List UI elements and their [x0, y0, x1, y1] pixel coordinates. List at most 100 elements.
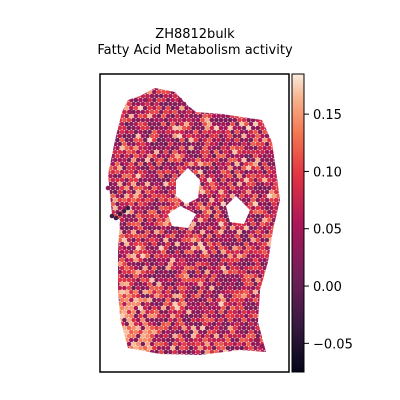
- stray-spot: [127, 109, 133, 115]
- tissue-spot: [156, 265, 162, 271]
- tissue-spot: [214, 149, 219, 155]
- tissue-spot: [230, 161, 235, 167]
- tissue-spot: [207, 129, 212, 135]
- tissue-spot: [110, 121, 116, 127]
- tissue-spot: [278, 221, 280, 227]
- tissue-spot: [156, 137, 162, 143]
- tissue-spot: [133, 281, 139, 287]
- tissue-spot: [170, 177, 175, 183]
- tissue-spot: [193, 297, 198, 303]
- tissue-spot: [140, 317, 146, 323]
- tissue-spot: [241, 109, 247, 115]
- tissue-spot: [223, 333, 228, 339]
- tissue-spot: [165, 353, 171, 355]
- tissue-spot: [149, 109, 155, 115]
- tissue-spot: [267, 113, 272, 119]
- tissue-spot: [133, 177, 139, 183]
- tissue-spot: [179, 337, 185, 343]
- tissue-spot: [250, 237, 256, 243]
- tissue-spot: [129, 105, 134, 111]
- tissue-spot: [225, 177, 231, 183]
- tissue-spot: [204, 173, 210, 179]
- tissue-spot: [223, 109, 228, 115]
- tissue-spot: [255, 325, 261, 331]
- tissue-spot: [207, 281, 212, 287]
- tissue-spot: [142, 121, 148, 127]
- tissue-spot: [260, 237, 265, 243]
- tissue-spot: [163, 325, 169, 331]
- tissue-spot: [133, 113, 139, 119]
- tissue-spot: [170, 225, 175, 231]
- tissue-spot: [156, 97, 162, 103]
- tissue-spot: [108, 93, 109, 99]
- tissue-spot: [264, 285, 270, 291]
- tissue-spot: [211, 353, 217, 355]
- tissue-spot: [156, 305, 162, 311]
- tissue-spot: [257, 281, 263, 287]
- tissue-spot: [209, 317, 215, 323]
- tissue-spot: [223, 285, 228, 291]
- tissue-spot: [133, 137, 139, 143]
- tissue-spot: [218, 293, 224, 299]
- tissue-spot: [198, 241, 203, 247]
- tissue-spot: [232, 157, 238, 163]
- tissue-spot: [244, 161, 249, 167]
- tissue-spot: [124, 249, 129, 255]
- tissue-spot: [269, 245, 274, 251]
- tissue-spot: [154, 293, 159, 299]
- tissue-spot: [255, 341, 261, 347]
- tissue-spot: [186, 301, 192, 307]
- tissue-spot: [119, 121, 125, 127]
- tissue-spot: [207, 217, 212, 223]
- tissue-spot: [221, 225, 226, 231]
- tissue-spot: [260, 181, 265, 187]
- tissue-spot: [147, 113, 152, 119]
- tissue-spot: [112, 117, 118, 123]
- tissue-spot: [223, 261, 228, 267]
- tissue-spot: [232, 101, 238, 107]
- tissue-spot: [264, 301, 270, 307]
- tissue-spot: [163, 221, 169, 227]
- tissue-spot: [273, 93, 279, 99]
- tissue-spot: [200, 133, 205, 139]
- tissue-spot: [147, 153, 152, 159]
- tissue-spot: [131, 333, 136, 339]
- tissue-spot: [221, 233, 226, 239]
- tissue-spot: [186, 341, 192, 347]
- tissue-spot: [216, 337, 221, 343]
- tissue-spot: [269, 181, 274, 187]
- tissue-spot: [200, 93, 205, 99]
- tissue-spot: [269, 253, 274, 259]
- tissue-spot: [147, 145, 152, 151]
- tissue-spot: [271, 169, 277, 175]
- tissue-spot: [135, 325, 141, 331]
- tissue-spot: [232, 309, 238, 315]
- tissue-spot: [239, 321, 244, 327]
- tissue-spot: [269, 277, 274, 283]
- tissue-spot: [156, 329, 162, 335]
- tissue-spot: [115, 345, 120, 351]
- tissue-spot: [193, 337, 198, 343]
- tissue-spot: [115, 321, 120, 327]
- tissue-spot: [175, 89, 180, 95]
- tissue-spot: [108, 345, 111, 351]
- tissue-spot: [117, 221, 123, 227]
- tissue-spot: [216, 129, 221, 135]
- tissue-spot: [223, 349, 228, 355]
- tissue-spot: [186, 93, 192, 99]
- tissue-spot: [232, 93, 238, 99]
- tissue-spot: [131, 221, 136, 227]
- tissue-spot: [241, 229, 247, 235]
- tissue-spot: [262, 257, 268, 263]
- tissue-spot: [214, 213, 219, 219]
- tissue-spot: [110, 297, 116, 303]
- tissue-spot: [184, 105, 189, 111]
- tissue-spot: [257, 329, 263, 335]
- tissue-spot: [188, 329, 194, 335]
- tissue-spot: [214, 301, 219, 307]
- tissue-spot: [227, 181, 233, 187]
- tissue-spot: [207, 105, 212, 111]
- tissue-spot: [172, 88, 178, 91]
- tissue-spot: [163, 349, 169, 355]
- tissue-spot: [133, 289, 139, 295]
